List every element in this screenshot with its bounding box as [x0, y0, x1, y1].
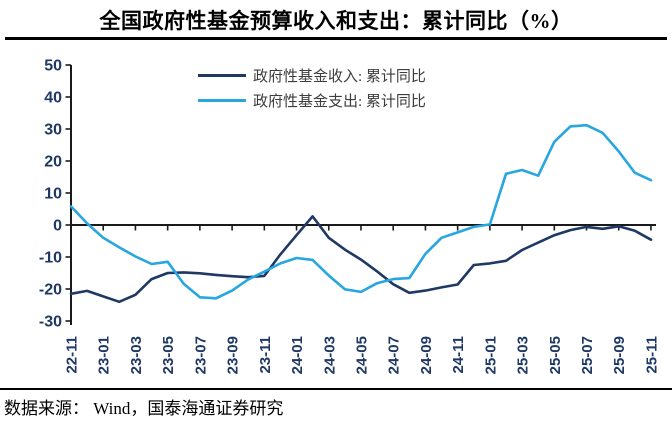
x-tick-label: 24-03	[321, 336, 338, 374]
x-tick-label: 23-01	[96, 336, 113, 374]
y-tick-label: 0	[53, 218, 62, 235]
x-tick-label: 23-09	[225, 336, 242, 374]
y-tick-label: -10	[39, 250, 62, 267]
footer-rule	[0, 388, 672, 390]
x-tick-label: 25-01	[482, 336, 499, 374]
legend-row-revenue: 政府性基金收入: 累计同比	[198, 63, 426, 88]
title-underline	[5, 37, 667, 40]
legend: 政府性基金收入: 累计同比 政府性基金支出: 累计同比	[198, 63, 426, 113]
legend-row-expenditure: 政府性基金支出: 累计同比	[198, 88, 426, 113]
x-tick-label: 24-11	[450, 336, 467, 374]
x-tick-label: 22-11	[64, 336, 81, 374]
x-tick-label: 25-07	[579, 336, 596, 374]
legend-marker-revenue	[198, 74, 246, 77]
y-tick-label: 30	[44, 122, 62, 139]
x-tick-label: 24-09	[418, 336, 435, 374]
x-tick-label: 24-07	[386, 336, 403, 374]
legend-marker-expenditure	[198, 99, 246, 102]
x-tick-label: 25-09	[611, 336, 628, 374]
y-tick-label: 10	[44, 186, 62, 203]
y-tick-label: -30	[39, 314, 62, 331]
revenue-series-line	[69, 215, 653, 304]
x-tick-label: 25-03	[515, 336, 532, 374]
x-tick-label: 25-05	[547, 336, 564, 374]
x-tick-label: 23-03	[128, 336, 145, 374]
x-tick-label: 24-05	[353, 336, 370, 374]
y-tick-label: 40	[44, 90, 62, 107]
source-text: 数据来源： Wind，国泰海通证券研究	[4, 399, 284, 418]
chart-title: 全国政府性基金预算收入和支出：累计同比（%）	[99, 9, 573, 33]
expenditure-series-line	[69, 123, 653, 300]
x-tick-label: 24-01	[289, 336, 306, 374]
y-tick-label: 50	[44, 58, 62, 75]
legend-label-expenditure: 政府性基金支出: 累计同比	[253, 94, 426, 110]
x-tick-label: 23-05	[160, 336, 177, 374]
x-tick-label: 23-11	[257, 336, 274, 374]
legend-label-revenue: 政府性基金收入: 累计同比	[253, 69, 426, 85]
x-tick-label: 25-11	[643, 336, 660, 374]
x-tick-label: 23-07	[192, 336, 209, 374]
y-tick-label: -20	[39, 282, 62, 299]
y-tick-label: 20	[44, 154, 62, 171]
